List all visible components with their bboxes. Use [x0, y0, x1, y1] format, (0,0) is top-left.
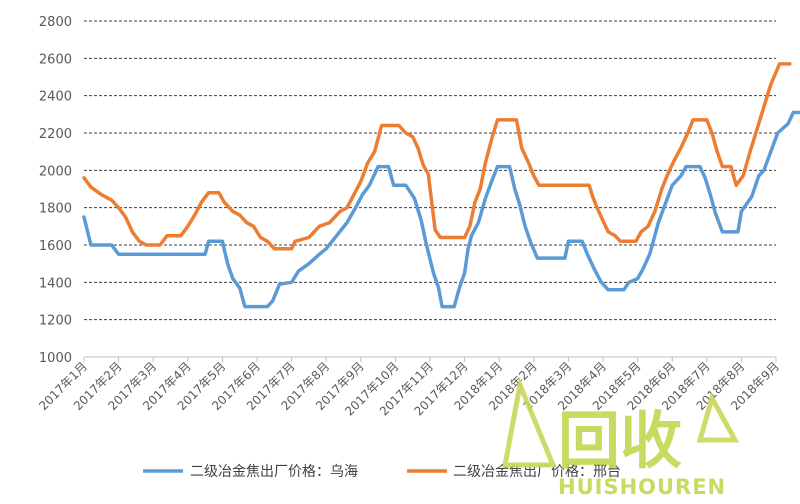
watermark-sub-text: HUISHOUREN [558, 475, 726, 499]
legend-label-xingtai: 二级冶金焦出厂价格：邢台 [453, 464, 621, 480]
y-tick-label: 1600 [39, 239, 72, 254]
watermark: 回收 HUISHOUREN [501, 376, 740, 499]
y-tick-label: 1800 [39, 202, 72, 217]
leaf-logo-icon-right [696, 391, 740, 443]
watermark-main-text: 回收 [558, 404, 682, 477]
gridlines [84, 20, 776, 321]
series-line-wuhai [82, 110, 800, 309]
y-tick-label: 2600 [39, 52, 72, 67]
y-tick-label: 1200 [39, 314, 72, 329]
y-tick-label: 1000 [39, 351, 72, 366]
y-tick-label: 2400 [39, 90, 72, 105]
y-tick-label: 1400 [39, 276, 72, 291]
leaf-logo-icon [501, 376, 557, 468]
legend-label-wuhai: 二级冶金焦出厂价格：乌海 [190, 464, 358, 480]
y-tick-label: 2800 [39, 15, 72, 30]
y-axis: 1000 1200 1400 1600 1800 2000 2200 2400 2600 2800 [39, 15, 72, 366]
series-lines [82, 62, 800, 309]
y-tick-label: 2000 [39, 164, 72, 179]
series-line-xingtai [82, 62, 792, 251]
y-tick-label: 2200 [39, 127, 72, 142]
legend: 二级冶金焦出厂价格：乌海 二级冶金焦出厂价格：邢台 [143, 464, 621, 480]
